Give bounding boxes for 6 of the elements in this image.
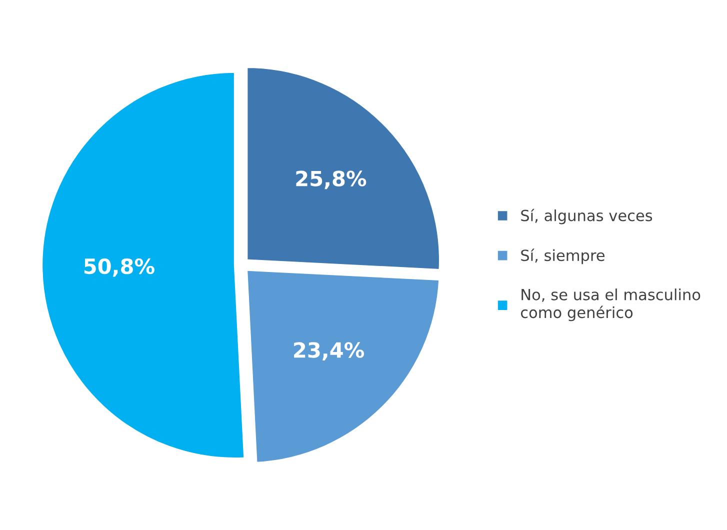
legend-label: Sí, algunas veces	[521, 208, 652, 224]
data-label: 23,4%	[294, 342, 364, 361]
data-label: 25,8%	[296, 170, 366, 190]
legend-label: No, se usa el masculino como genérico	[520, 288, 700, 322]
legend-label: Sí, siempre	[521, 248, 604, 264]
data-label: 50,8%	[84, 258, 154, 277]
